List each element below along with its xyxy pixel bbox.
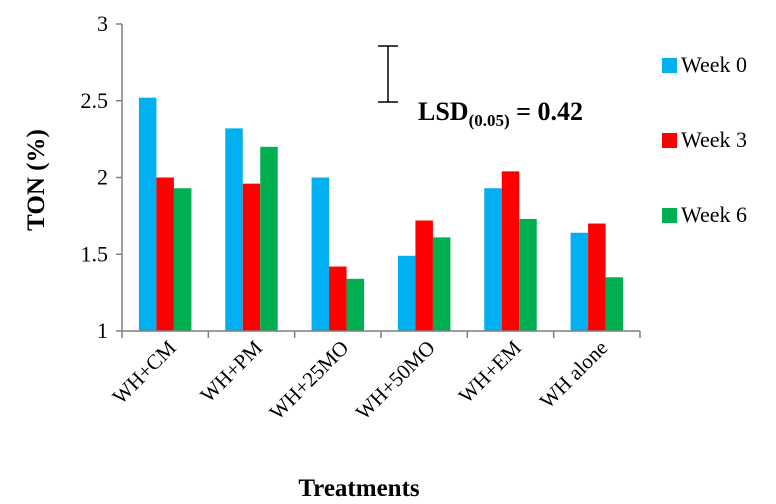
lsd-label: LSD(0.05) = 0.42 xyxy=(418,97,583,130)
legend-swatch-week-6 xyxy=(662,208,677,223)
bar-week-0-wh-cm xyxy=(138,97,157,332)
legend-label: Week 3 xyxy=(681,127,747,152)
bar-week-3-wh-cm xyxy=(156,177,174,331)
legend-swatch-week-3 xyxy=(662,133,677,148)
legend-label: Week 0 xyxy=(681,52,747,77)
bar-week-3-wh-25mo xyxy=(329,266,347,331)
bar-week-6-wh-50mo xyxy=(432,237,451,331)
bar-week-6-wh-pm xyxy=(260,146,278,331)
x-category-label: WH+50MO xyxy=(351,336,440,425)
lsd-annotation: LSD(0.05) = 0.42 xyxy=(378,45,583,130)
bar-week-0-wh-25mo xyxy=(311,177,330,331)
lsd-equals-value: = 0.42 xyxy=(510,97,583,126)
axes-group xyxy=(121,24,640,332)
y-tick-label: 2.5 xyxy=(81,88,109,113)
lsd-subscript: (0.05) xyxy=(469,111,510,130)
y-axis-title: TON (%) xyxy=(23,129,50,231)
y-tick-label: 1 xyxy=(97,318,108,343)
bar-week-0-wh-em xyxy=(484,188,502,331)
x-category-label: WH+PM xyxy=(195,335,267,407)
x-category-label: WH+CM xyxy=(108,335,181,408)
bar-week-6-wh-em xyxy=(519,218,537,331)
y-tick-label: 2 xyxy=(97,165,108,190)
x-axis-title: Treatments xyxy=(298,475,420,502)
x-category-label: WH alone xyxy=(535,336,613,414)
lsd-main-text: LSD xyxy=(418,97,469,126)
bars-group xyxy=(138,97,624,332)
bar-week-3-wh-pm xyxy=(242,183,261,331)
bar-week-3-wh-em xyxy=(501,171,520,331)
bar-week-0-wh-50mo xyxy=(397,255,416,331)
bar-week-3-wh-50mo xyxy=(415,220,433,331)
legend-label: Week 6 xyxy=(681,202,747,227)
legend: Week 0 Week 3 Week 6 xyxy=(662,52,747,227)
bar-week-3-wh-alone xyxy=(588,223,606,331)
bar-week-0-wh-pm xyxy=(225,128,243,331)
y-tick-label: 1.5 xyxy=(81,241,109,266)
x-category-label: WH+25MO xyxy=(265,336,354,425)
bar-week-0-wh-alone xyxy=(570,232,589,331)
bar-week-6-wh-25mo xyxy=(346,278,365,331)
bar-week-6-wh-alone xyxy=(605,277,624,331)
y-ticks-group: 1 1.5 2 2.5 3 xyxy=(81,11,122,343)
legend-swatch-week-0 xyxy=(662,58,677,73)
x-category-label: WH+EM xyxy=(454,335,527,408)
y-tick-label: 3 xyxy=(97,11,108,36)
bar-week-6-wh-cm xyxy=(173,188,192,331)
